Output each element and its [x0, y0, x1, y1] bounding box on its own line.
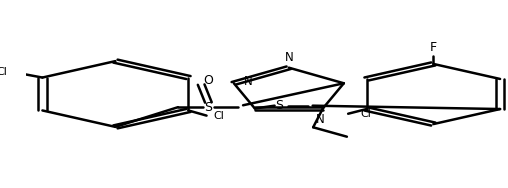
Text: S: S [275, 99, 283, 112]
Text: Cl: Cl [214, 111, 225, 121]
Text: Cl: Cl [0, 67, 8, 77]
Text: Cl: Cl [360, 109, 371, 119]
Text: N: N [243, 75, 252, 88]
Text: N: N [316, 113, 325, 126]
Text: O: O [203, 74, 213, 87]
Text: F: F [430, 41, 437, 54]
Text: S: S [204, 101, 212, 114]
Text: N: N [284, 51, 293, 64]
